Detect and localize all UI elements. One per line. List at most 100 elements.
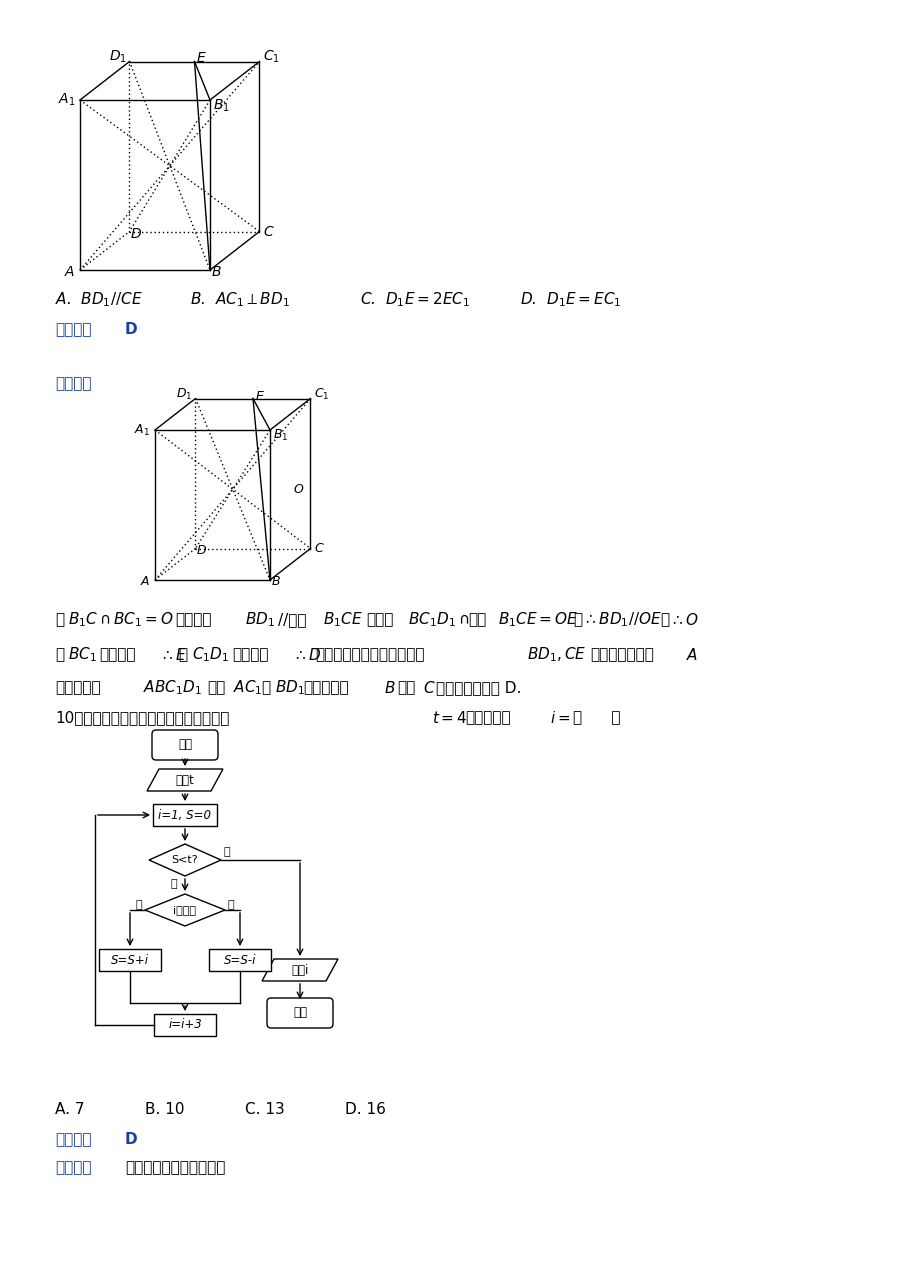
Text: 10．执行如图所示的程序框图，若输入的: 10．执行如图所示的程序框图，若输入的 [55,711,229,725]
Text: //平面: //平面 [278,613,306,628]
Text: 是异面直线，故: 是异面直线，故 [589,647,653,662]
Text: B.  $AC_1\perp BD_1$: B. $AC_1\perp BD_1$ [190,290,289,310]
Text: 输出i: 输出i [291,963,309,976]
Text: 依次运行程序框图可得：: 依次运行程序框图可得： [125,1161,225,1176]
Text: $\therefore BD_1//OE$: $\therefore BD_1//OE$ [583,610,662,629]
Text: 为: 为 [177,647,187,662]
Text: 的中点，: 的中点， [99,647,135,662]
Text: B. 10: B. 10 [145,1102,185,1117]
FancyBboxPatch shape [267,998,333,1028]
Text: $ABC_1D_1$: $ABC_1D_1$ [142,679,202,697]
Text: C.  $D_1E=2EC_1$: C. $D_1E=2EC_1$ [359,290,470,310]
Text: 的中点，: 的中点， [232,647,268,662]
Text: D: D [125,322,138,338]
Polygon shape [262,959,337,981]
Text: $B$: $B$ [271,575,280,589]
Text: i=i+3: i=i+3 [168,1018,201,1032]
Text: $B_1CE=OE$: $B_1CE=OE$ [497,610,578,629]
Text: $O$: $O$ [293,483,304,496]
Text: i=1, S=0: i=1, S=0 [158,809,211,822]
Text: $t=4$: $t=4$ [432,710,467,726]
Text: A. 7: A. 7 [55,1102,85,1117]
Text: $C$: $C$ [263,224,275,238]
Text: $B_1C\cap BC_1=O$: $B_1C\cap BC_1=O$ [68,610,174,629]
Text: $BD_1$: $BD_1$ [244,610,275,629]
Text: $C$: $C$ [314,541,324,555]
Text: $D$: $D$ [130,228,142,242]
Text: $D$: $D$ [197,544,208,558]
Text: $B_1CE$: $B_1CE$ [323,610,363,629]
Text: 显然是错，故选 D.: 显然是错，故选 D. [436,680,521,696]
Text: $E$: $E$ [255,390,265,403]
Text: $C_1$: $C_1$ [263,50,280,65]
Text: D.  $D_1E=EC_1$: D. $D_1E=EC_1$ [519,290,621,310]
Text: 中，: 中， [207,680,225,696]
Text: 为: 为 [55,647,64,662]
Text: $E$: $E$ [197,51,207,65]
Text: i是质数: i是质数 [174,905,197,915]
Text: D. 16: D. 16 [345,1102,385,1117]
Text: 不垂直，故: 不垂直，故 [302,680,348,696]
Text: $i=$: $i=$ [550,710,570,726]
Bar [153,804,217,826]
Text: 【答案】: 【答案】 [55,322,91,338]
Text: $B_1$: $B_1$ [213,98,230,115]
Text: $\therefore O$: $\therefore O$ [669,612,698,628]
Text: D: D [125,1133,138,1148]
Text: $C$: $C$ [423,680,435,696]
Text: 错；: 错； [397,680,414,696]
Text: $\therefore D$: $\therefore D$ [292,647,322,662]
Text: $A$: $A$ [140,575,150,589]
Text: 设: 设 [55,613,64,628]
Text: $D_1$: $D_1$ [108,50,127,65]
Polygon shape [149,843,221,877]
Text: $BC_1D_1\cap$: $BC_1D_1\cap$ [407,610,469,629]
Bar [153,1014,216,1036]
Text: 输入t: 输入t [176,773,194,786]
Text: S=S+i: S=S+i [111,953,149,967]
Text: $BD_1,CE$: $BD_1,CE$ [527,646,586,664]
Text: 正确，由异面直线的定义知: 正确，由异面直线的定义知 [314,647,424,662]
Text: 【解析】: 【解析】 [55,1161,91,1176]
Text: $C_1$: $C_1$ [314,387,330,403]
Text: 否: 否 [228,899,234,910]
Text: $BD_1$: $BD_1$ [275,679,304,697]
Text: ，: ， [573,613,582,628]
Text: 平面: 平面 [468,613,486,628]
Text: S=S-i: S=S-i [223,953,255,967]
Text: $B$: $B$ [383,680,395,696]
Text: $BC_1$: $BC_1$ [68,646,96,664]
Bar [209,949,271,971]
Text: $A$: $A$ [686,647,698,662]
Text: 与: 与 [261,680,270,696]
Text: C. 13: C. 13 [244,1102,285,1117]
Text: ，: ， [659,613,668,628]
Text: $A$: $A$ [63,265,75,279]
Text: 是: 是 [170,879,176,889]
Text: 是: 是 [135,899,142,910]
Text: S<t?: S<t? [172,855,199,865]
Text: ，平面: ，平面 [366,613,393,628]
Text: 【解析】: 【解析】 [55,377,91,391]
Bar [99,949,161,971]
Text: $C_1D_1$: $C_1D_1$ [192,646,229,664]
FancyBboxPatch shape [152,730,218,761]
Polygon shape [147,769,222,791]
Text: 错；在矩形: 错；在矩形 [55,680,100,696]
Text: 结束: 结束 [292,1006,307,1019]
Text: ，如图，: ，如图， [175,613,211,628]
Text: A.  $BD_1//CE$: A. $BD_1//CE$ [55,290,142,310]
Text: （      ）: （ ） [573,711,619,725]
Text: 否: 否 [223,847,231,857]
Text: $B_1$: $B_1$ [273,428,288,443]
Text: $D_1$: $D_1$ [176,387,192,403]
Text: 开始: 开始 [177,739,192,752]
Text: $AC_1$: $AC_1$ [233,679,262,697]
Polygon shape [145,894,225,926]
Text: $A_1$: $A_1$ [134,423,150,437]
Text: $\therefore E$: $\therefore E$ [160,647,187,662]
Text: $B$: $B$ [210,265,221,279]
Text: $A_1$: $A_1$ [58,92,75,108]
Text: 【答案】: 【答案】 [55,1133,91,1148]
Text: ，则输出的: ，则输出的 [464,711,510,725]
